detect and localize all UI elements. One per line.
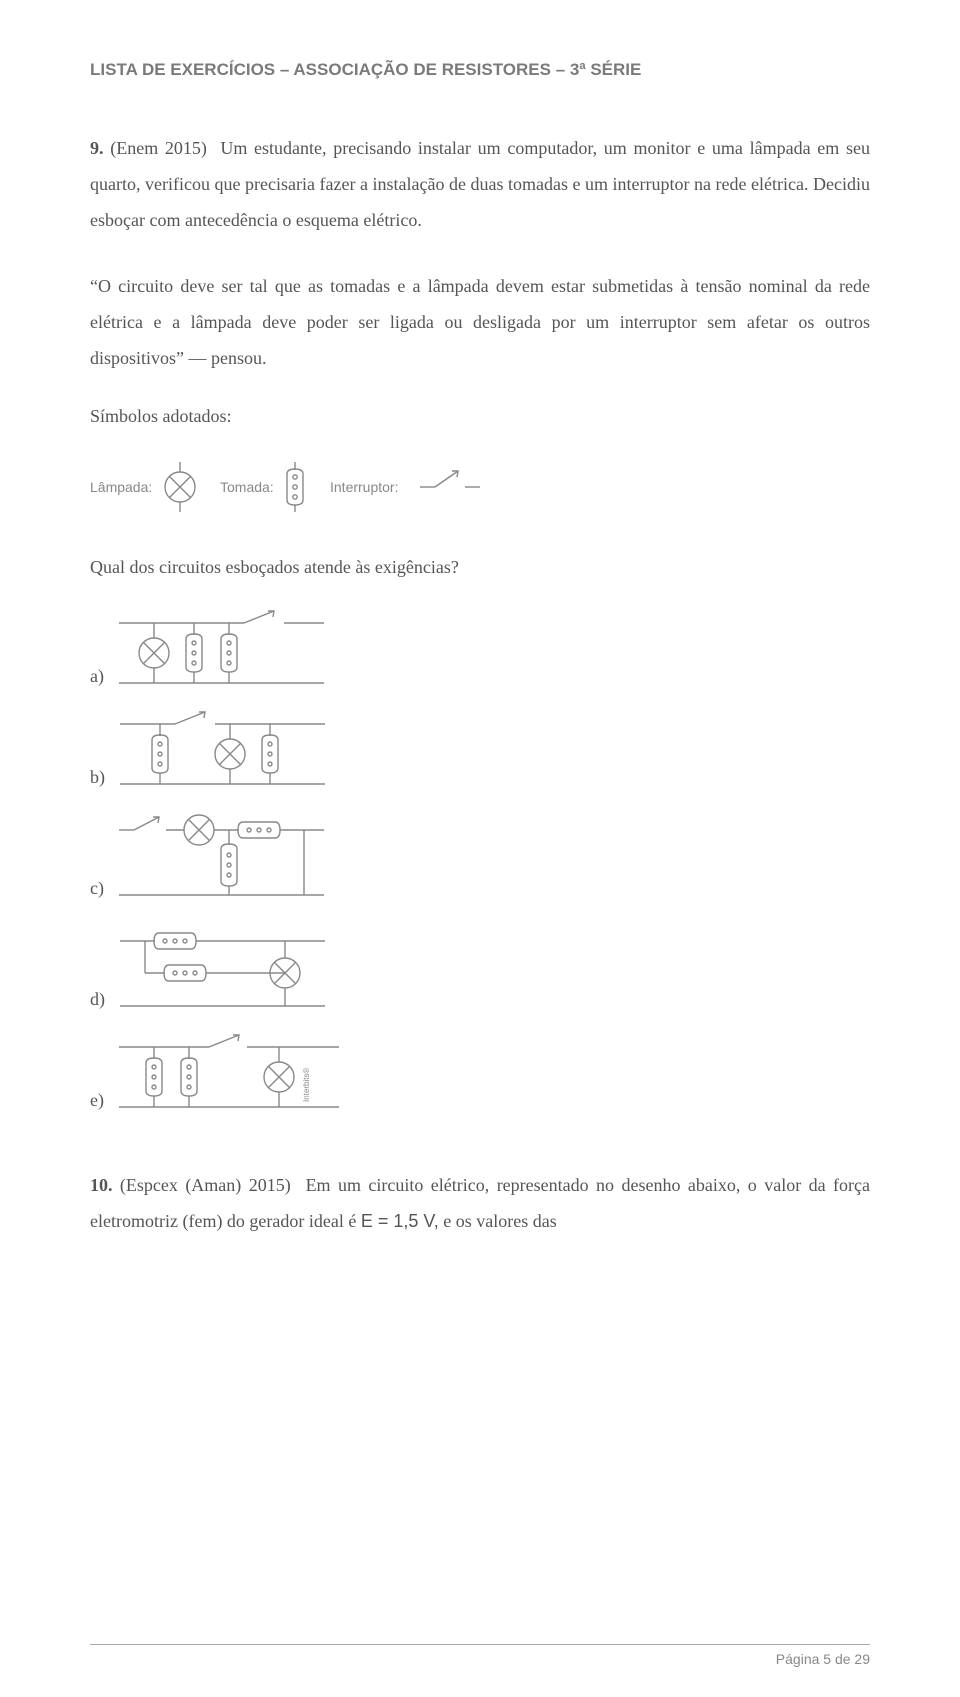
option-e: e) (90, 1032, 870, 1117)
option-c-label: c) (90, 878, 104, 905)
outlet-icon (164, 965, 206, 981)
outlet-icon (146, 1047, 162, 1107)
option-d: d) (90, 921, 870, 1016)
switch-icon (420, 471, 480, 487)
option-b-diagram (115, 709, 335, 794)
option-d-label: d) (90, 989, 105, 1016)
legend-lamp-label: Lâmpada: (90, 479, 152, 495)
option-b: b) (90, 709, 870, 794)
q9-number: 9. (90, 138, 104, 158)
lamp-icon (264, 1047, 294, 1107)
q10-number: 10. (90, 1175, 113, 1195)
option-a-label: a) (90, 666, 104, 693)
q9-quote: “O circuito deve ser tal que as tomadas … (90, 268, 870, 376)
outlet-icon (154, 933, 196, 949)
option-a: a) (90, 608, 870, 693)
option-d-diagram (115, 921, 335, 1016)
question-10-body: 10. (Espcex (Aman) 2015) Em um circuito … (90, 1167, 870, 1239)
outlet-icon (238, 822, 280, 838)
outlet-icon (262, 724, 278, 784)
q9-text: Um estudante, precisando instalar um com… (90, 138, 870, 230)
legend-switch-label: Interruptor: (330, 479, 398, 495)
option-e-label: e) (90, 1090, 104, 1117)
symbols-legend: Lâmpada: Tomada: Interruptor: (90, 457, 870, 517)
lamp-icon (139, 623, 169, 683)
outlet-icon (221, 844, 237, 886)
lamp-icon (215, 724, 245, 784)
outlet-icon (152, 724, 168, 784)
option-c-diagram (114, 810, 334, 905)
q10-formula: E = 1,5 V, (361, 1211, 439, 1231)
outlet-icon (186, 623, 202, 683)
question-9-body: 9. (Enem 2015) Um estudante, precisando … (90, 130, 870, 238)
page-footer: Página 5 de 29 (90, 1644, 870, 1667)
q9-sub-question: Qual dos circuitos esboçados atende às e… (90, 557, 870, 578)
outlet-icon (221, 623, 237, 683)
outlet-icon (287, 462, 303, 512)
q9-source: (Enem 2015) (110, 138, 207, 158)
option-c: c) (90, 810, 870, 905)
lamp-icon (165, 462, 195, 512)
outlet-icon (181, 1047, 197, 1107)
page-number: Página 5 de 29 (776, 1651, 870, 1667)
q10-text-after: e os valores das (443, 1211, 556, 1231)
legend-outlet-label: Tomada: (220, 479, 274, 495)
lamp-icon (184, 815, 214, 845)
option-b-label: b) (90, 767, 105, 794)
option-e-diagram: Interbits® (114, 1032, 354, 1117)
options-list: a) (90, 608, 870, 1117)
q10-source: (Espcex (Aman) 2015) (120, 1175, 291, 1195)
watermark-text: Interbits® (302, 1068, 311, 1102)
symbols-heading: Símbolos adotados: (90, 406, 870, 427)
option-a-diagram (114, 608, 334, 693)
page-header: LISTA DE EXERCÍCIOS – ASSOCIAÇÃO DE RESI… (90, 60, 870, 80)
